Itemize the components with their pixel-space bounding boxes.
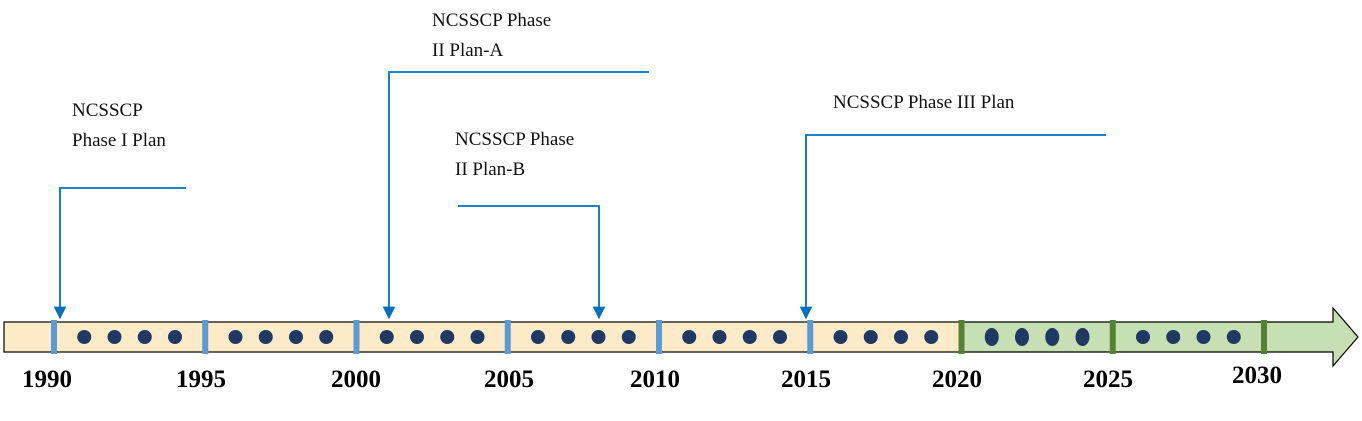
timeline-dot (379, 330, 394, 344)
callout-label-phase-2b: NCSSCP Phase II Plan-B (455, 125, 574, 185)
timeline-dot (924, 330, 939, 344)
year-label-2030: 2030 (1232, 362, 1282, 389)
timeline-dot (712, 330, 727, 344)
callout-label-line: NCSSCP Phase (432, 10, 552, 31)
timeline-dot (833, 330, 848, 344)
callout-line-phase-3 (799, 134, 1106, 320)
timeline-dot (1196, 330, 1211, 344)
timeline-dot (1226, 330, 1241, 344)
year-label-1990: 1990 (22, 366, 72, 393)
year-label-2020: 2020 (932, 366, 982, 393)
timeline-dot (289, 330, 303, 344)
callout-label-phase-2a: NCSSCP Phase II Plan-A (432, 6, 551, 66)
timeline-dot (591, 330, 606, 344)
year-label-2010: 2010 (630, 366, 680, 393)
timeline-dot (258, 330, 273, 344)
timeline-dot (531, 330, 545, 344)
callout-label-line: II Plan-B (455, 159, 526, 180)
year-label-1995: 1995 (176, 366, 226, 393)
timeline-dot (1015, 328, 1029, 346)
callout-line-phase-1 (53, 187, 186, 320)
year-tick-1995 (202, 320, 209, 354)
timeline-dot (742, 330, 757, 344)
callout-label-phase-1: NCSSCP Phase I Plan (72, 96, 166, 156)
callout-label-line: NCSSCP Phase (455, 129, 575, 150)
year-label-2015: 2015 (781, 366, 831, 393)
timeline-dot (440, 330, 455, 344)
callout-label-phase-3: NCSSCP Phase III Plan (833, 88, 1014, 118)
callout-label-line: NCSSCP Phase III Plan (833, 92, 1015, 113)
timeline-dot (1166, 330, 1181, 344)
callout-line-phase-2a (382, 71, 649, 320)
timeline-dot (773, 330, 787, 344)
callout-label-line: NCSSCP (72, 100, 143, 121)
year-label-2025: 2025 (1083, 366, 1133, 393)
timeline-dot (77, 330, 92, 344)
timeline-dot (470, 330, 485, 344)
timeline-dot (984, 328, 999, 346)
year-tick-2010 (656, 320, 662, 354)
timeline-dot (1045, 328, 1060, 346)
callout-label-line: Phase I Plan (72, 130, 166, 151)
year-tick-2015 (807, 320, 814, 354)
year-tick-2005 (504, 320, 511, 354)
year-tick-2025 (1109, 320, 1116, 354)
year-tick-2030 (1261, 320, 1267, 354)
timeline-dot (168, 330, 182, 344)
timeline-dot (561, 330, 576, 344)
callout-label-line: II Plan-A (432, 40, 504, 61)
timeline-dot (228, 330, 243, 344)
timeline-dot (894, 330, 908, 344)
year-label-2000: 2000 (331, 366, 381, 393)
year-tick-2020 (958, 320, 965, 354)
callout-line-phase-2b (458, 205, 606, 320)
year-tick-1990 (51, 320, 57, 354)
timeline-dot (319, 330, 334, 344)
timeline-dot (1075, 328, 1090, 346)
year-tick-2000 (353, 320, 360, 354)
timeline-dot (410, 330, 424, 344)
timeline-dot (1136, 330, 1150, 344)
timeline-dot (107, 330, 122, 344)
timeline-future-arrow (959, 306, 1359, 368)
timeline-dot (137, 330, 152, 344)
timeline-dot (863, 330, 878, 344)
timeline-dot (621, 330, 636, 344)
timeline-dot (682, 330, 697, 344)
year-label-2005: 2005 (484, 366, 534, 393)
